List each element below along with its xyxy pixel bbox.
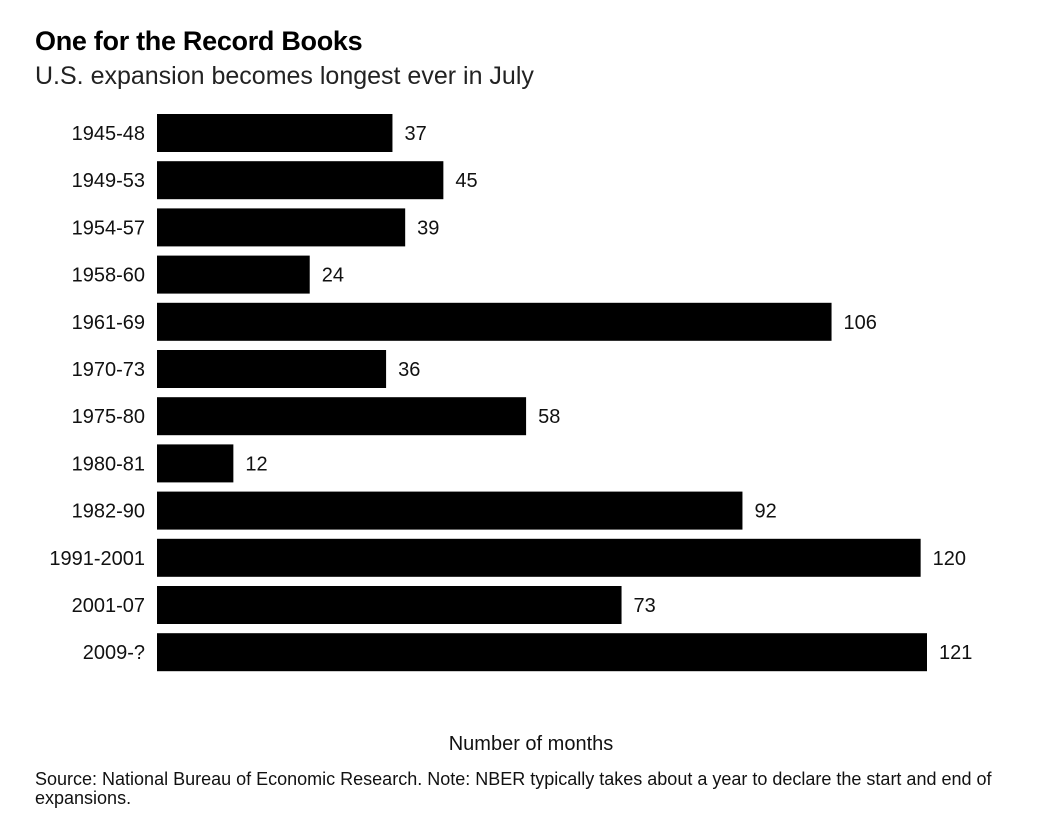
data-label: 24 — [322, 265, 344, 287]
chart-title: One for the Record Books — [35, 26, 363, 56]
bar — [157, 350, 387, 388]
data-label: 12 — [245, 453, 267, 475]
category-label: 1980-81 — [72, 453, 145, 475]
bar — [157, 633, 927, 672]
category-label: 1945-48 — [72, 123, 145, 145]
bar — [157, 255, 310, 294]
data-label: 73 — [634, 595, 656, 617]
data-label: 92 — [754, 501, 776, 523]
category-label: 1958-60 — [72, 265, 145, 287]
data-label: 106 — [844, 312, 877, 334]
data-label: 58 — [538, 406, 560, 428]
category-label: 1961-69 — [72, 312, 145, 334]
bar — [157, 491, 743, 530]
chart-subtitle: U.S. expansion becomes longest ever in J… — [35, 62, 534, 90]
data-label: 121 — [939, 642, 972, 664]
data-label: 39 — [417, 217, 439, 239]
category-label: 1970-73 — [72, 359, 145, 381]
bar — [157, 302, 832, 341]
bar — [157, 538, 921, 577]
category-label: 1954-57 — [72, 217, 145, 239]
bar — [157, 397, 527, 436]
x-axis-label: Number of months — [448, 733, 614, 755]
bar — [157, 161, 444, 200]
data-label: 120 — [933, 548, 966, 570]
category-label: 1975-80 — [72, 406, 145, 428]
source-note: Source: National Bureau of Economic Rese… — [35, 769, 992, 808]
bar — [157, 444, 234, 483]
bar — [157, 208, 406, 247]
data-label: 45 — [455, 170, 477, 192]
data-label: 36 — [398, 359, 420, 381]
category-label: 1991-2001 — [49, 548, 145, 570]
bar — [157, 586, 622, 624]
data-label: 37 — [404, 123, 426, 145]
category-label: 1982-90 — [72, 501, 145, 523]
category-label: 1949-53 — [72, 170, 145, 192]
category-label: 2009-? — [83, 642, 145, 664]
bar — [157, 114, 393, 152]
category-label: 2001-07 — [72, 595, 145, 617]
